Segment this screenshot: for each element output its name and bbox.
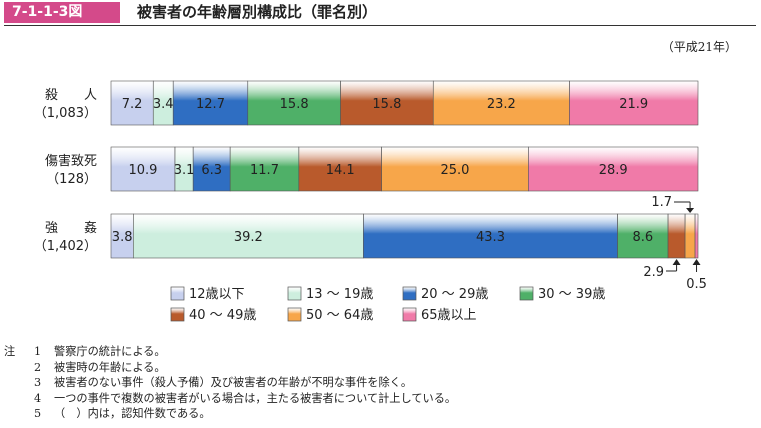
bar-segment <box>381 146 529 192</box>
bar-segment <box>667 213 686 259</box>
legend-label: 50 ～ 64歳 <box>306 308 373 323</box>
category-count: （1,083） <box>34 106 97 121</box>
data-label: 0.5 <box>686 277 707 292</box>
note-text: 被害者のない事件（殺人予備）及び被害者の年齢が不明な事件を除く。 <box>54 376 413 389</box>
stacked-bar-chart: 殺 人 （1,083） 7.2 3.4 12.7 15.8 15.8 23.2 21.9 傷害致死… <box>34 80 707 323</box>
leader-arrow <box>692 259 701 265</box>
note-number: 3 <box>34 376 42 389</box>
note-number: 4 <box>34 391 42 405</box>
note-text: 一つの事件で複数の被害者がいる場合は，主たる被害者について計上している。 <box>54 391 457 405</box>
legend-swatch <box>402 307 417 322</box>
bar-segment <box>229 146 300 192</box>
figure-title: 被害者の年齢層別構成比（罪名別） <box>137 3 378 21</box>
data-label: 12.7 <box>196 97 225 112</box>
data-label: 3.1 <box>174 163 195 178</box>
bar-segment <box>432 80 570 126</box>
note-text: 被害時の年齢による。 <box>54 360 166 374</box>
data-label: 23.2 <box>487 97 516 112</box>
legend-label: 65歳以上 <box>421 308 477 323</box>
category-label: 強 姦 <box>45 220 97 236</box>
data-label: 43.3 <box>476 230 505 245</box>
category-count: （128） <box>46 172 97 187</box>
note-number: 1 <box>34 345 42 358</box>
bar-segment <box>133 213 364 259</box>
bar-segment <box>340 80 434 126</box>
note-text: 警察庁の統計による。 <box>54 345 166 358</box>
legend-label: 20 ～ 29歳 <box>421 287 488 302</box>
data-label: 10.9 <box>129 163 158 178</box>
data-label: 7.2 <box>122 97 143 112</box>
legend-swatch <box>519 286 534 301</box>
note-line: 5 （ ）内は，認知件数である。 <box>4 406 456 422</box>
leader-arrow <box>686 208 695 213</box>
data-label: 14.1 <box>326 163 355 178</box>
legend-swatch <box>287 307 302 322</box>
legend-label: 13 ～ 19歳 <box>306 287 373 302</box>
data-label: 25.0 <box>441 163 470 178</box>
leader-arrow <box>672 259 681 265</box>
legend-label: 40 ～ 49歳 <box>189 308 256 323</box>
legend-swatch <box>402 286 417 301</box>
bar-segment <box>247 80 341 126</box>
data-label: 28.9 <box>599 163 628 178</box>
category-label: 傷害致死 <box>45 153 97 169</box>
legend-swatch <box>170 286 185 301</box>
bar-segment <box>694 213 699 259</box>
bar-segment <box>110 146 176 192</box>
bar-segment <box>298 146 382 192</box>
bar-segment <box>172 80 249 126</box>
bar-segment <box>528 146 699 192</box>
category-count: （1,402） <box>34 239 97 254</box>
category-label: 殺 人 <box>45 88 97 103</box>
legend-label: 12歳以下 <box>189 287 245 302</box>
data-label: 11.7 <box>250 163 279 178</box>
data-label: 15.8 <box>280 97 309 112</box>
legend-swatch <box>170 307 185 322</box>
legend-swatch <box>287 286 302 301</box>
figure-number: 7-1-1-3図 <box>4 2 120 23</box>
data-label: 3.4 <box>153 97 174 112</box>
note-text: （ ）内は，認知件数である。 <box>54 407 211 420</box>
note-number: 5 <box>34 407 42 420</box>
legend-label: 30 ～ 39歳 <box>538 287 605 302</box>
bar-segment <box>617 213 669 259</box>
header-rule <box>4 25 756 26</box>
notes: 注 1 警察庁の統計による。 2 被害時の年齢による。 3 被害者のない事件（殺… <box>4 344 456 422</box>
bar-segment <box>684 213 696 259</box>
note-lead: 注 <box>4 345 16 358</box>
year-note: （平成21年） <box>661 40 737 54</box>
data-label: 39.2 <box>234 230 263 245</box>
data-label: 21.9 <box>619 97 648 112</box>
note-line: 2 被害時の年齢による。 <box>4 360 456 376</box>
note-line: 3 被害者のない事件（殺人予備）及び被害者の年齢が不明な事件を除く。 <box>4 375 456 391</box>
note-line: 注 1 警察庁の統計による。 <box>4 344 456 360</box>
data-label: 1.7 <box>651 195 672 210</box>
bar-segment <box>569 80 699 126</box>
note-line: 4 一つの事件で複数の被害者がいる場合は，主たる被害者について計上している。 <box>4 391 456 407</box>
note-number: 2 <box>34 360 42 374</box>
data-label: 6.3 <box>201 163 222 178</box>
data-label: 15.8 <box>372 97 401 112</box>
data-label: 3.8 <box>112 230 133 245</box>
figure-header: 7-1-1-3図 被害者の年齢層別構成比（罪名別） <box>0 0 761 26</box>
data-label: 2.9 <box>643 265 664 280</box>
bar-segment <box>363 213 618 259</box>
bar-segment <box>110 80 154 126</box>
data-label: 8.6 <box>632 230 653 245</box>
